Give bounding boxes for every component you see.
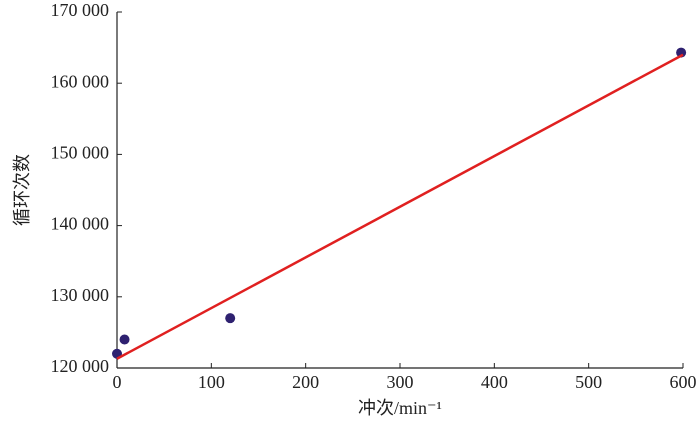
x-tick-label: 500 bbox=[575, 372, 602, 392]
x-tick-label: 100 bbox=[198, 372, 225, 392]
y-tick-label: 150 000 bbox=[51, 143, 110, 163]
y-axis-label: 循环次数 bbox=[12, 154, 32, 226]
y-tick-label: 130 000 bbox=[51, 285, 110, 305]
x-tick-label: 300 bbox=[387, 372, 414, 392]
data-point bbox=[676, 47, 687, 58]
x-tick-label: 600 bbox=[670, 372, 697, 392]
y-tick-label: 170 000 bbox=[51, 0, 110, 20]
x-tick-label: 0 bbox=[113, 372, 122, 392]
data-point bbox=[225, 313, 236, 324]
x-tick-label: 400 bbox=[481, 372, 508, 392]
y-tick-label: 120 000 bbox=[51, 356, 110, 376]
data-point bbox=[119, 334, 130, 345]
x-tick-label: 200 bbox=[292, 372, 319, 392]
y-tick-label: 140 000 bbox=[51, 214, 110, 234]
x-axis-label: 冲次/min⁻¹ bbox=[358, 398, 442, 418]
fit-line bbox=[116, 53, 684, 360]
y-tick-label: 160 000 bbox=[51, 71, 110, 91]
